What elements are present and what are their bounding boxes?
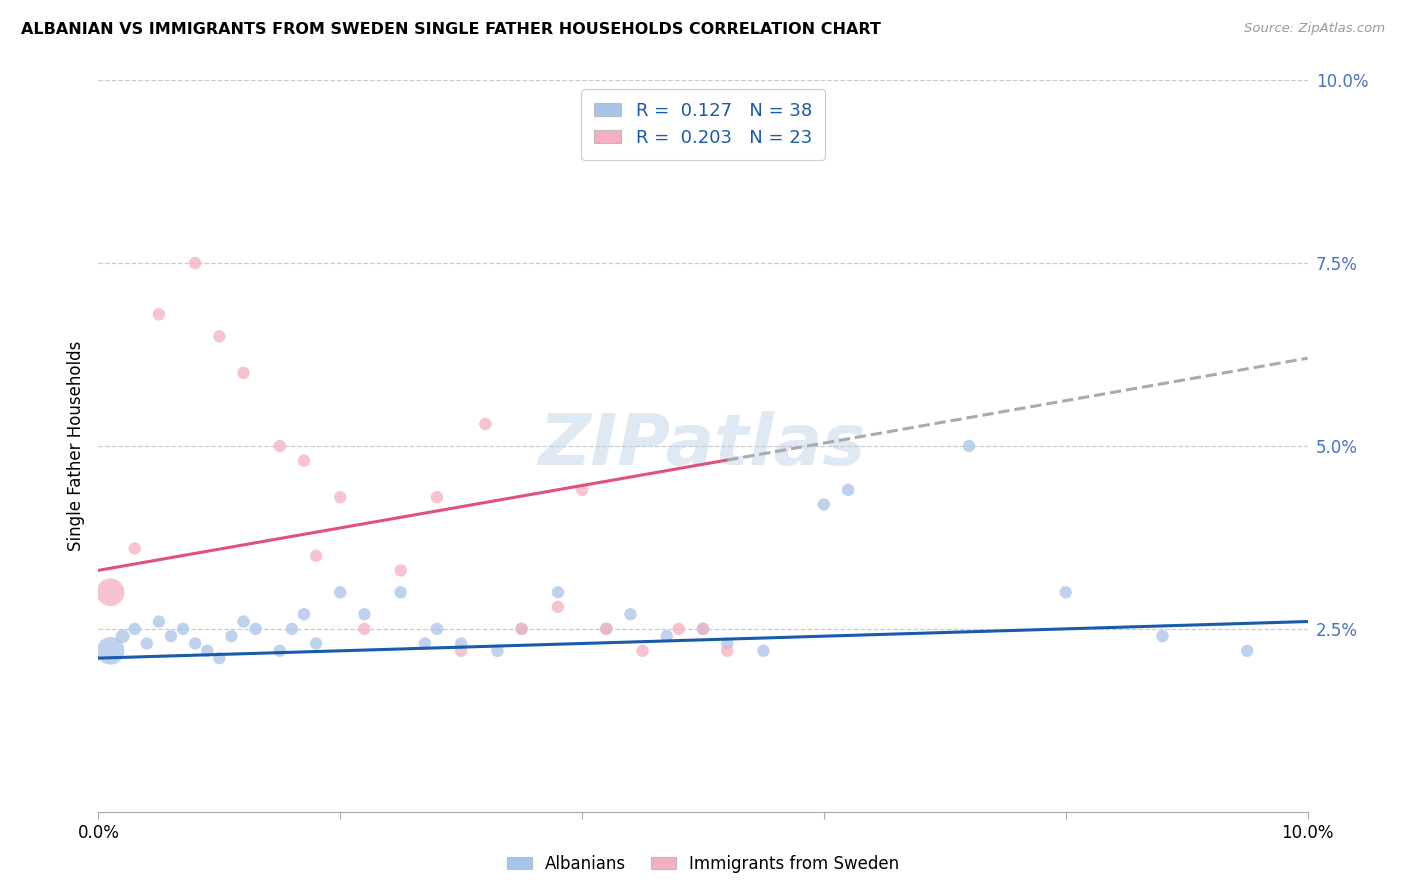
Point [329,585,352,599]
Point [269,439,291,453]
Point [111,629,134,643]
Point [148,307,170,321]
Point [668,622,690,636]
Point [195,644,218,658]
Point [595,622,617,636]
Point [426,622,449,636]
Point [510,622,533,636]
Point [208,651,231,665]
Point [221,629,243,643]
Point [547,585,569,599]
Point [135,636,157,650]
Point [813,498,835,512]
Point [486,644,509,658]
Point [353,607,375,622]
Point [292,607,315,622]
Point [232,366,254,380]
Point [208,329,231,343]
Point [305,636,328,650]
Point [450,636,472,650]
Point [1054,585,1077,599]
Point [329,490,352,504]
Point [426,490,449,504]
Point [184,636,207,650]
Point [269,644,291,658]
Point [389,563,412,577]
Point [184,256,207,270]
Point [160,629,183,643]
Y-axis label: Single Father Households: Single Father Households [66,341,84,551]
Point [305,549,328,563]
Point [450,644,472,658]
Point [413,636,436,650]
Point [172,622,194,636]
Point [595,622,617,636]
Point [957,439,980,453]
Point [353,622,375,636]
Point [752,644,775,658]
Point [281,622,304,636]
Point [619,607,641,622]
Point [692,622,714,636]
Point [837,483,859,497]
Point [631,644,654,658]
Point [1236,644,1258,658]
Point [245,622,267,636]
Point [124,541,146,556]
Point [100,585,122,599]
Point [547,599,569,614]
Point [692,622,714,636]
Point [474,417,496,431]
Point [124,622,146,636]
Point [292,453,315,467]
Text: Source: ZipAtlas.com: Source: ZipAtlas.com [1244,22,1385,36]
Point [655,629,678,643]
Point [571,483,593,497]
Point [100,644,122,658]
Point [389,585,412,599]
Text: ZIPatlas: ZIPatlas [540,411,866,481]
Point [510,622,533,636]
Point [1152,629,1174,643]
Legend: Albanians, Immigrants from Sweden: Albanians, Immigrants from Sweden [501,848,905,880]
Point [232,615,254,629]
Point [716,644,738,658]
Point [148,615,170,629]
Legend: R =  0.127   N = 38, R =  0.203   N = 23: R = 0.127 N = 38, R = 0.203 N = 23 [582,89,824,160]
Text: ALBANIAN VS IMMIGRANTS FROM SWEDEN SINGLE FATHER HOUSEHOLDS CORRELATION CHART: ALBANIAN VS IMMIGRANTS FROM SWEDEN SINGL… [21,22,882,37]
Point [716,636,738,650]
